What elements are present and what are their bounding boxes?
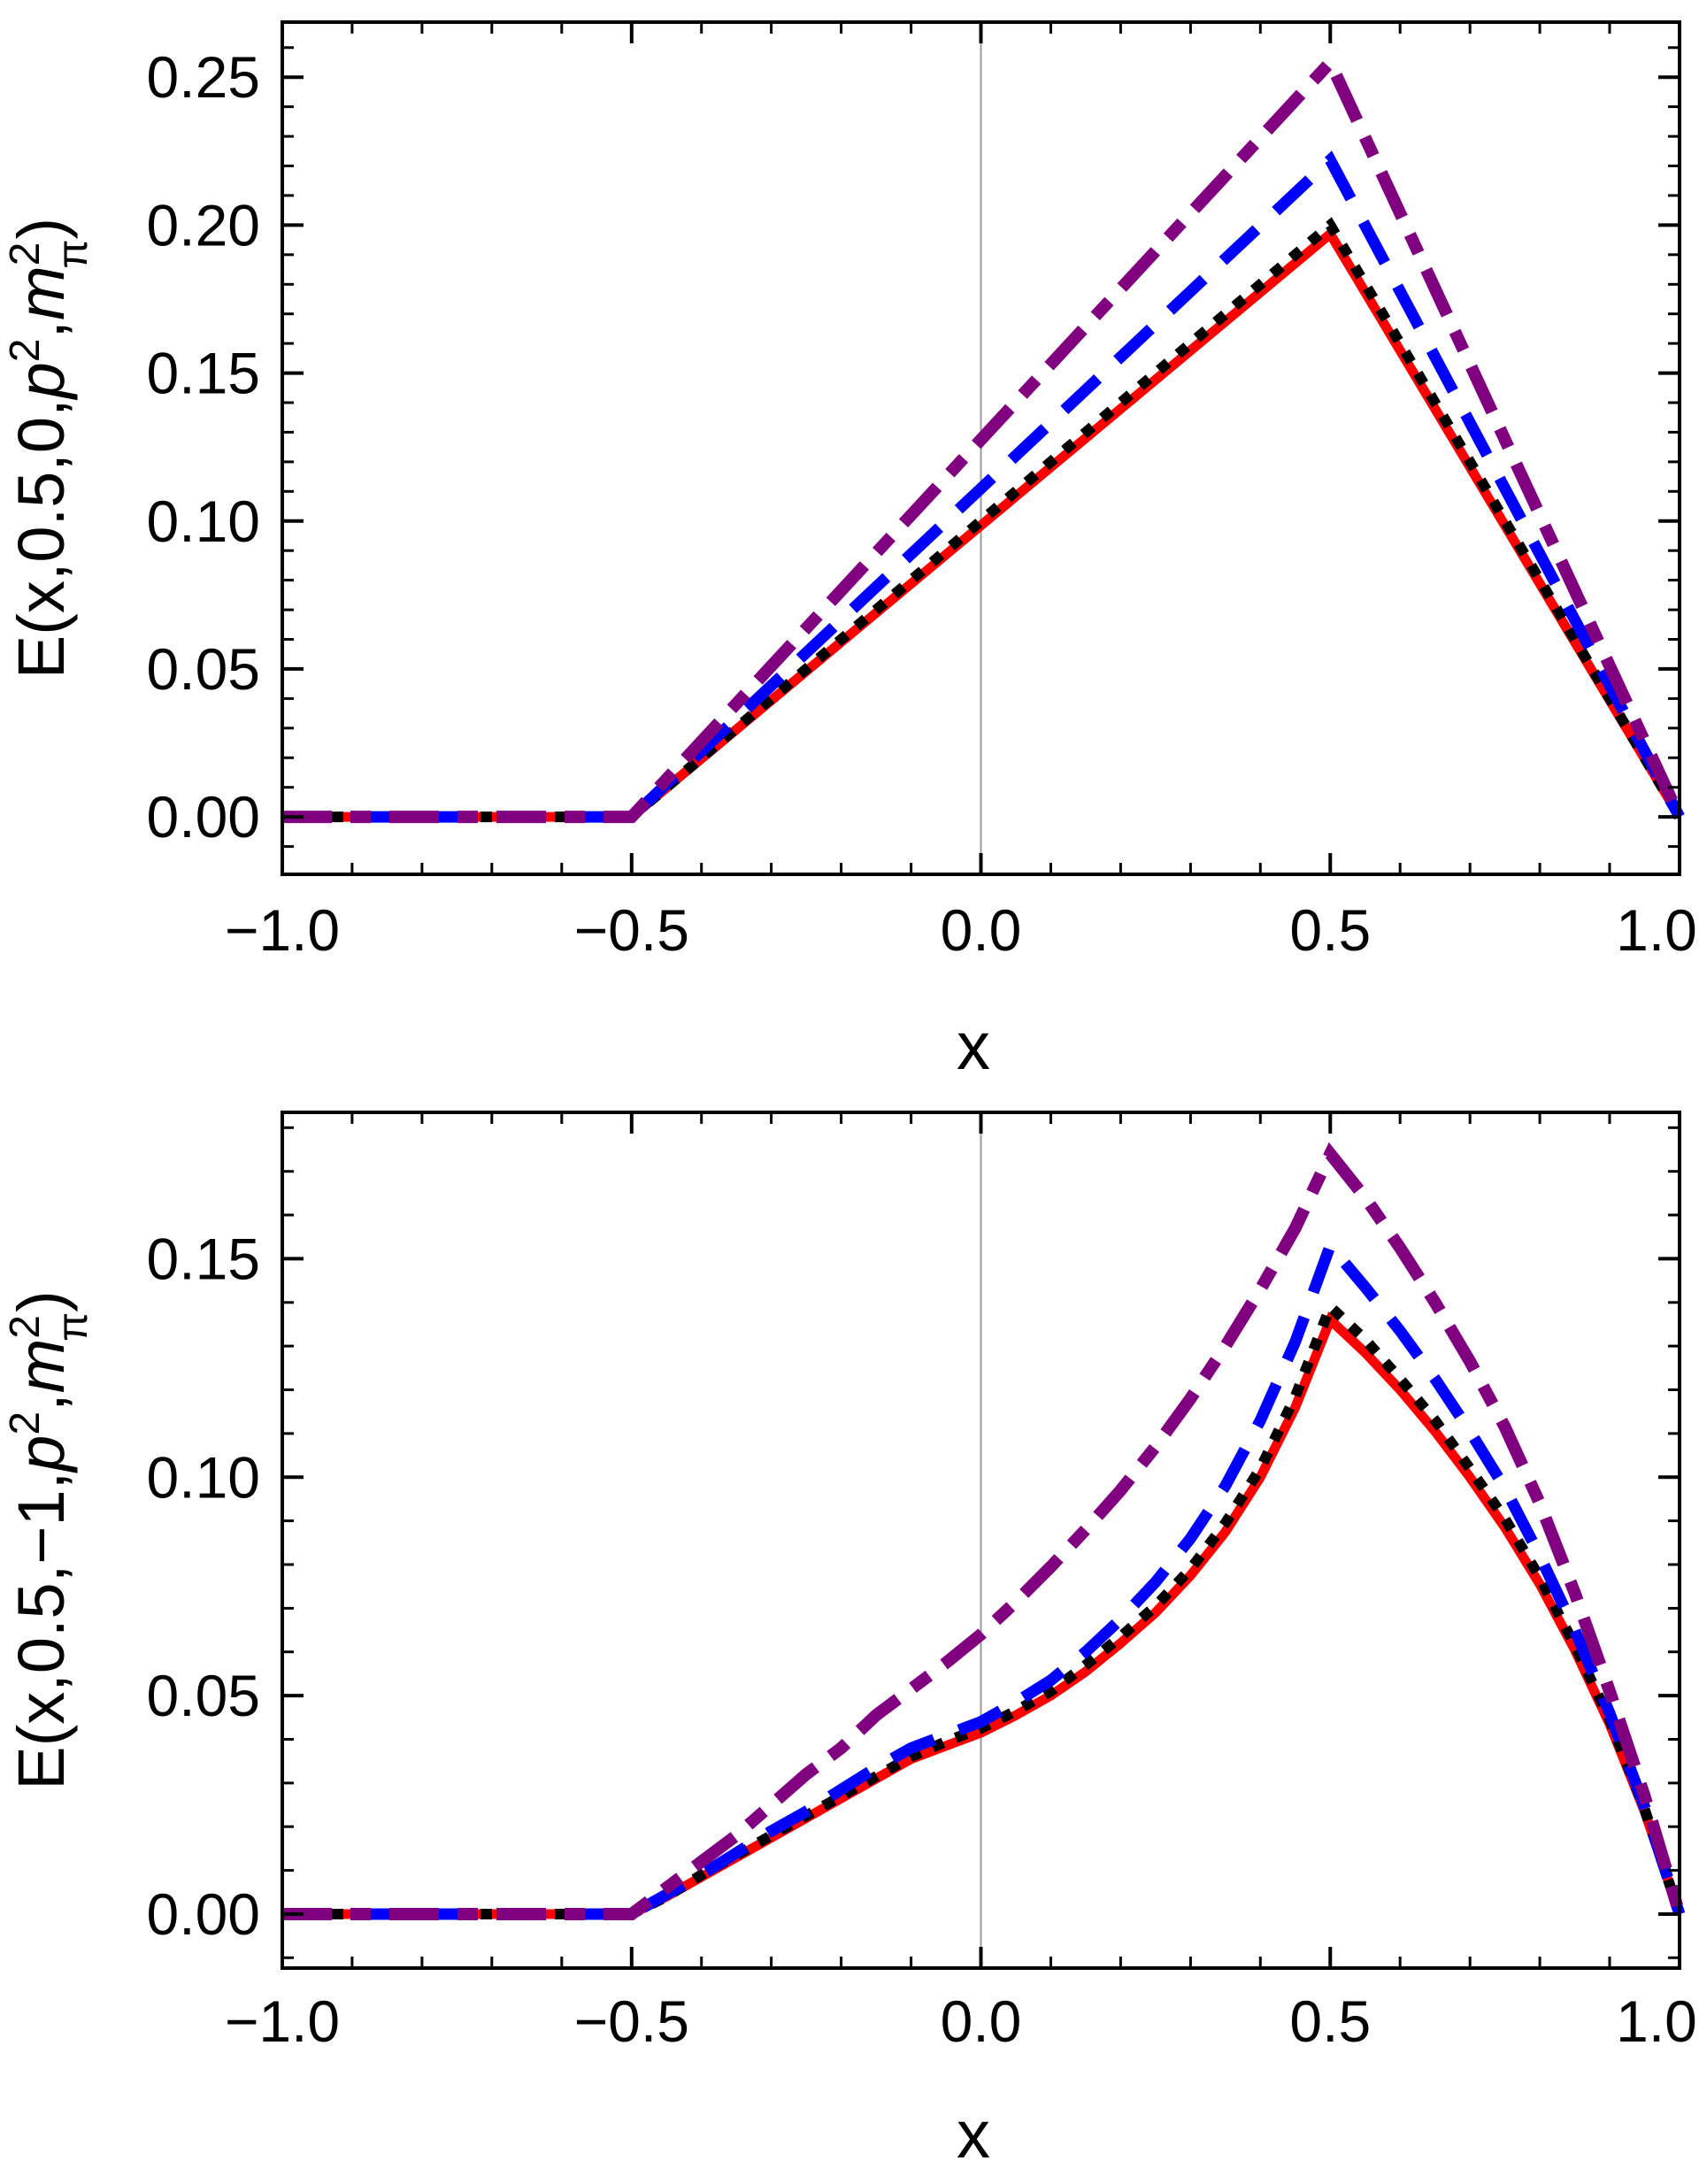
x-axis-label: x [957,2097,990,2172]
top-chart: −1.0 −0.5 0.0 0.5 1.0 0.00 0.05 0.10 0.15 0.20 0.2… [2,20,1697,1084]
x-tick-label: 1.0 [1616,897,1697,963]
x-axis-label: x [957,1009,990,1084]
y-tick-label: 0.20 [147,192,260,258]
y-tick-label: 0.00 [147,1881,260,1947]
y-tick-label: 0.05 [147,1663,260,1728]
series-purple-dashdot [282,1142,1686,1920]
series-black-dotted [282,1297,1685,1919]
x-tick-label: 1.0 [1616,1988,1697,2054]
y-tick-label: 0.15 [147,1226,260,1291]
y-tick-label: 0.10 [147,1444,260,1510]
x-tick-label: −1.0 [225,897,340,963]
x-tick-label: 0.0 [941,897,1022,963]
x-tick-label: 0.0 [941,1988,1022,2054]
bottom-chart: −1.0 −0.5 0.0 0.5 1.0 0.00 0.05 0.10 0.15 x E(x,0.… [2,1111,1697,2172]
y-tick-label: 0.00 [147,784,260,850]
y-tick-label: 0.10 [147,488,260,554]
y-axis-label: E(x,0.5,0,p2,m2π) [2,218,96,679]
x-tick-label: 0.5 [1289,897,1371,963]
x-tick-label: −0.5 [574,1988,689,2054]
x-tick-label: −1.0 [225,1988,340,2054]
y-tick-label: 0.15 [147,341,260,406]
y-tick-label: 0.25 [147,44,260,110]
x-tick-label: 0.5 [1289,1988,1371,2054]
x-tick-label: −0.5 [574,897,689,963]
series-purple-dashdot [282,51,1686,824]
y-tick-label: 0.05 [147,636,260,702]
y-axis-label: E(x,0.5,−1,p2,m2π) [2,1290,96,1789]
series-blue-dashed [282,1234,1686,1920]
